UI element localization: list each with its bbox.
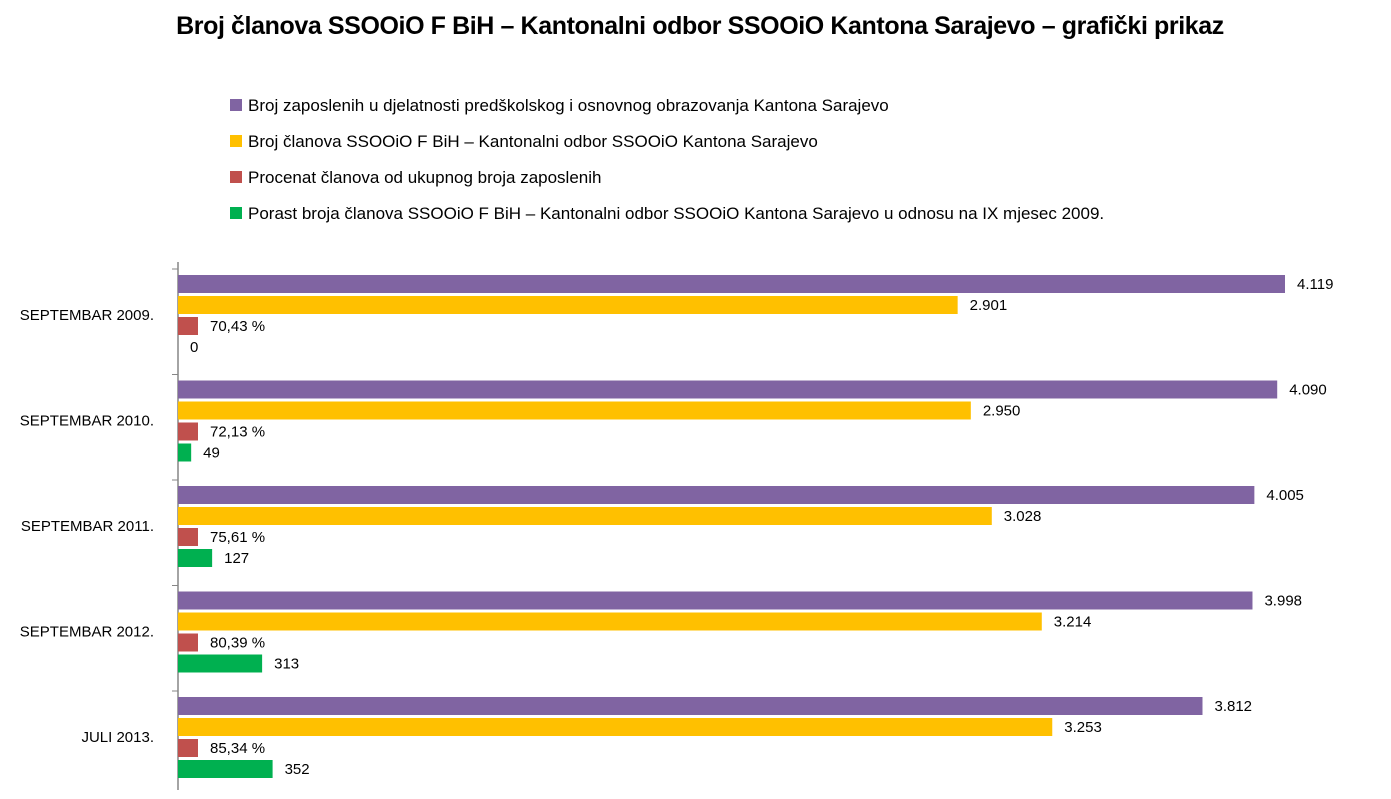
legend-swatch-2 [230,135,242,148]
bar-series-2 [178,718,1053,736]
data-label: 2.950 [983,403,1021,420]
data-label: 4.119 [1297,276,1333,293]
legend-label-2: Broj članova SSOOiO F BiH – Kantonalni o… [248,132,818,151]
bar-series-4 [178,443,192,462]
bar-series-2 [178,401,971,420]
bar-series-4 [178,654,263,673]
legend-item-1: Broj zaposlenih u djelatnosti predškolsk… [230,95,889,117]
data-label: 3.998 [1264,593,1302,610]
bar-series-1 [178,380,1278,399]
data-label: 352 [285,761,310,778]
bar-series-1 [178,697,1203,715]
bar-series-3 [178,317,198,335]
category-label: SEPTEMBAR 2010. [20,413,154,430]
bar-series-4 [178,760,273,778]
bar-series-2 [178,507,992,525]
category-label: SEPTEMBAR 2012. [20,624,154,641]
bar-series-2 [178,612,1042,631]
legend-item-2: Broj članova SSOOiO F BiH – Kantonalni o… [230,131,818,153]
data-label: 127 [224,550,249,567]
data-label: 80,39 % [210,635,265,652]
data-label: 3.812 [1214,698,1252,715]
legend-item-3: Procenat članova od ukupnog broja zaposl… [230,167,601,189]
legend-swatch-3 [230,171,242,184]
data-label: 0 [190,339,198,356]
bar-series-4 [178,549,213,567]
bar-series-2 [178,296,958,314]
category-label: JULI 2013. [81,729,154,746]
data-label: 49 [203,445,220,462]
chart-title: Broj članova SSOOiO F BiH – Kantonalni o… [176,12,1224,40]
data-label: 72,13 % [210,424,265,441]
bar-series-3 [178,528,198,546]
category-label: SEPTEMBAR 2011. [21,518,154,535]
data-label: 2.901 [970,297,1008,314]
data-label: 70,43 % [210,318,265,335]
legend-label-4: Porast broja članova SSOOiO F BiH – Kant… [248,204,1105,223]
data-label: 4.090 [1289,382,1327,399]
data-label: 85,34 % [210,740,265,757]
bar-series-3 [178,422,198,441]
legend-label-1: Broj zaposlenih u djelatnosti predškolsk… [248,96,889,115]
legend-item-4: Porast broja članova SSOOiO F BiH – Kant… [230,203,1104,225]
bar-series-3 [178,739,198,757]
data-label: 3.028 [1004,508,1042,525]
data-label: 4.005 [1266,487,1304,504]
legend-swatch-1 [230,99,242,112]
bar-series-1 [178,275,1285,293]
data-label: 3.253 [1064,719,1102,736]
bar-series-1 [178,591,1253,610]
bar-series-1 [178,486,1255,504]
legend-swatch-4 [230,207,242,220]
category-label: SEPTEMBAR 2009. [20,307,154,324]
data-label: 313 [274,656,299,673]
data-label: 3.214 [1054,614,1092,631]
legend-label-3: Procenat članova od ukupnog broja zaposl… [248,168,602,187]
data-label: 75,61 % [210,529,265,546]
bar-series-3 [178,633,198,652]
